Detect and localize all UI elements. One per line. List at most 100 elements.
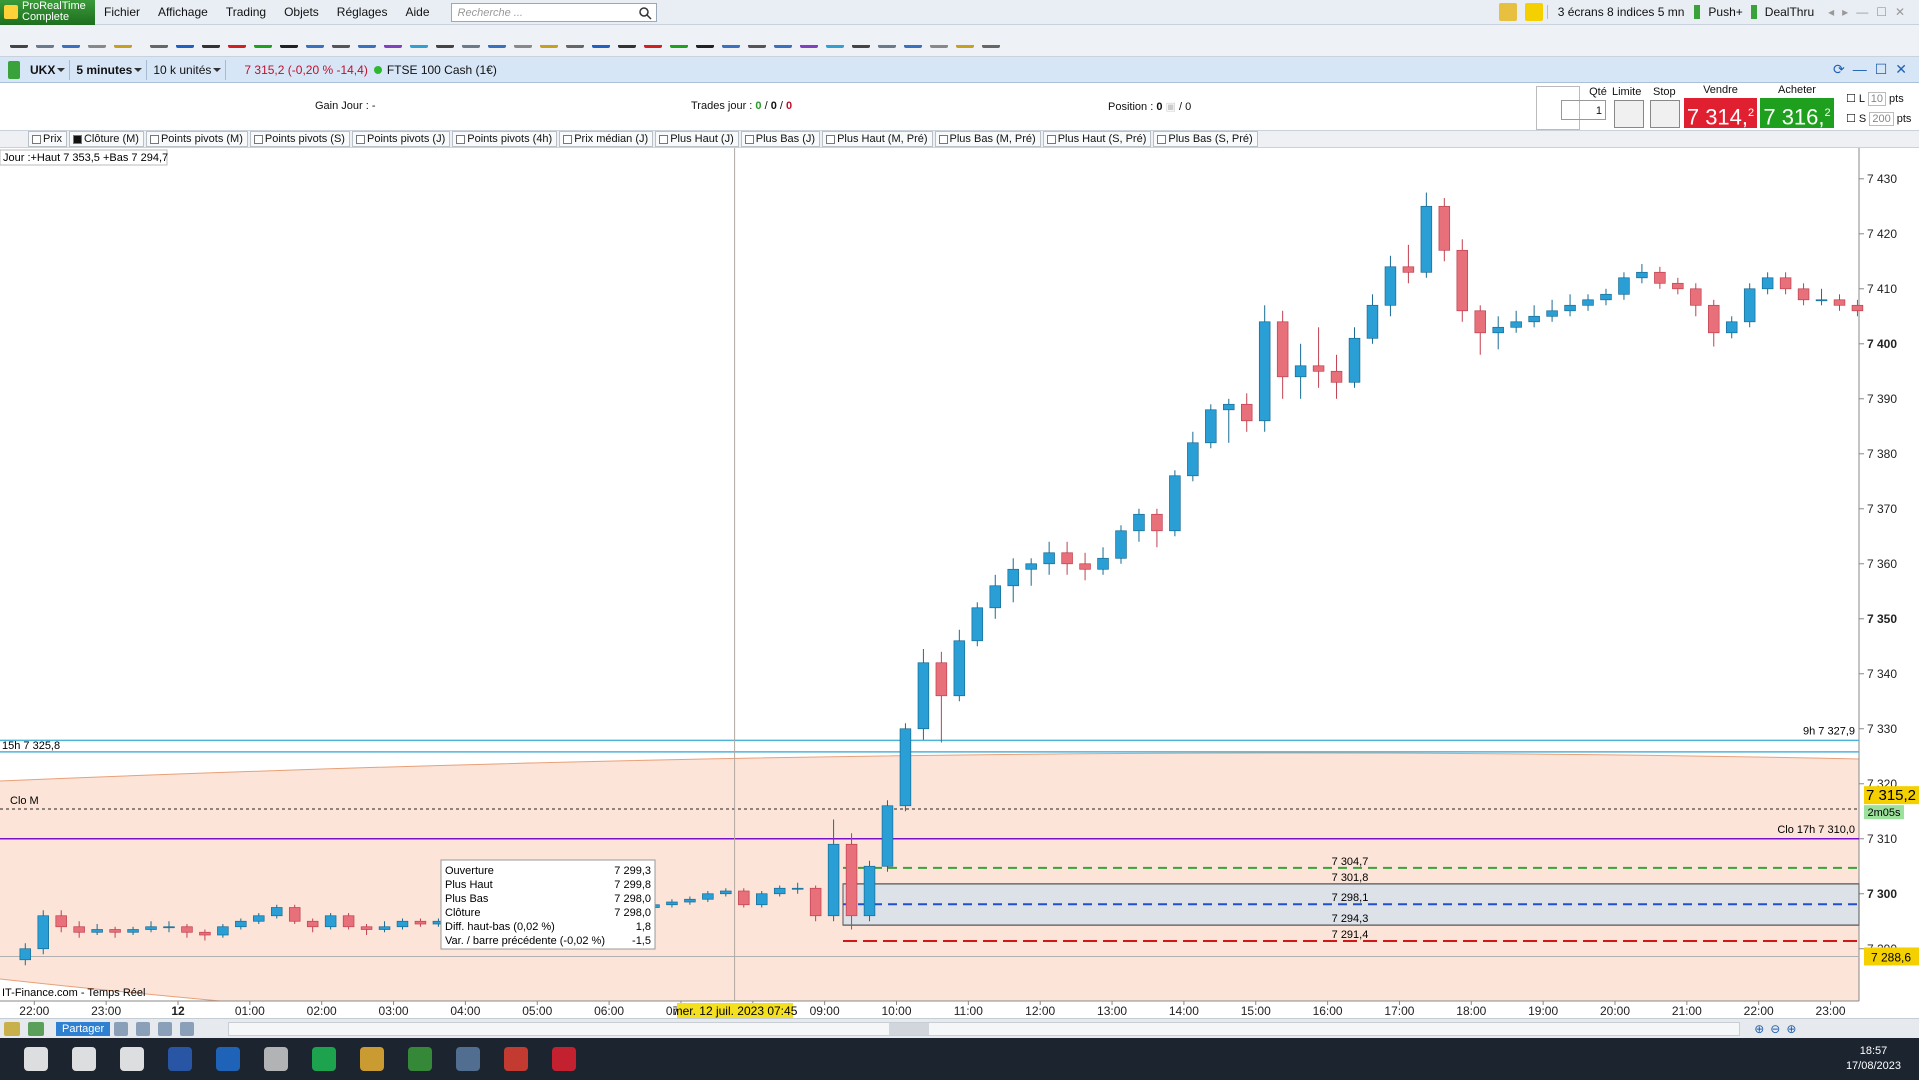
tool-icon[interactable] xyxy=(358,33,376,48)
tool-icon[interactable] xyxy=(280,33,298,48)
taskbar-icon[interactable] xyxy=(456,1047,480,1071)
taskbar-icon[interactable] xyxy=(504,1047,528,1071)
long-input[interactable]: 10 xyxy=(1867,92,1886,106)
tool-icon[interactable] xyxy=(592,33,610,48)
period-select[interactable]: 5 minutes xyxy=(70,59,148,80)
menu-item[interactable]: Objets xyxy=(284,5,319,19)
indicator-tab[interactable]: Plus Bas (M, Pré) xyxy=(934,131,1041,147)
tool-icon[interactable] xyxy=(410,33,428,48)
indicator-tab[interactable]: Points pivots (J) xyxy=(351,131,451,147)
zoom-buttons[interactable]: ⊕⊖⊕ xyxy=(1754,1021,1803,1036)
tool-icon[interactable] xyxy=(176,33,194,48)
menu-item[interactable]: Réglages xyxy=(336,5,388,19)
tool-icon[interactable] xyxy=(748,33,766,48)
taskbar-icon[interactable] xyxy=(312,1047,336,1071)
stop-button[interactable] xyxy=(1650,100,1680,128)
indicator-tab[interactable]: Points pivots (4h) xyxy=(452,131,558,147)
taskbar-icon[interactable] xyxy=(360,1047,384,1071)
buy-button[interactable]: 7 316,2 xyxy=(1760,98,1834,129)
icon[interactable] xyxy=(136,1021,151,1036)
tool-icon[interactable] xyxy=(384,33,402,48)
indicator-tab[interactable]: Plus Haut (S, Pré) xyxy=(1042,131,1152,147)
tool-icon[interactable] xyxy=(774,33,792,48)
dealthru-button[interactable]: DealThru xyxy=(1750,5,1822,19)
ticker-select[interactable]: UKX xyxy=(24,59,71,80)
taskbar-icon[interactable] xyxy=(552,1047,576,1071)
tools-box[interactable] xyxy=(1536,86,1580,130)
indicator-tab[interactable]: Points pivots (M) xyxy=(145,131,248,147)
taskbar-icon[interactable] xyxy=(216,1047,240,1071)
tool-icon[interactable] xyxy=(306,33,324,48)
tool-icon[interactable] xyxy=(878,33,896,48)
icon[interactable] xyxy=(1524,3,1543,21)
indicator-tab[interactable]: Clôture (M) xyxy=(68,131,144,147)
tool-icon[interactable] xyxy=(930,33,948,48)
indicator-tab[interactable]: Plus Haut (M, Pré) xyxy=(822,131,933,147)
push-button[interactable]: Push+ xyxy=(1694,5,1750,19)
tool-icon[interactable] xyxy=(62,33,80,48)
tool-icon[interactable] xyxy=(114,33,132,48)
tool-icon[interactable] xyxy=(852,33,870,48)
tool-icon[interactable] xyxy=(202,33,220,48)
tool-icon[interactable] xyxy=(10,33,28,48)
tool-icon[interactable] xyxy=(826,33,844,48)
tool-icon[interactable] xyxy=(436,33,454,48)
tool-icon[interactable] xyxy=(644,33,662,48)
tool-icon[interactable] xyxy=(150,33,168,48)
icon[interactable] xyxy=(28,1021,44,1036)
window-buttons[interactable]: ⟳—☐✕ xyxy=(1832,61,1915,77)
indicator-tab[interactable]: Plus Bas (S, Pré) xyxy=(1153,131,1258,147)
icon[interactable] xyxy=(114,1021,129,1036)
menu-item[interactable]: Fichier xyxy=(104,5,141,19)
indicator-tab[interactable]: Plus Haut (J) xyxy=(655,131,739,147)
menu-item[interactable]: Trading xyxy=(225,5,267,19)
share-button[interactable]: Partager xyxy=(56,1021,111,1036)
short-input[interactable]: 200 xyxy=(1869,112,1894,126)
menu-item[interactable]: Affichage xyxy=(158,5,208,19)
taskbar-icon[interactable] xyxy=(408,1047,432,1071)
limit-button[interactable] xyxy=(1614,100,1644,128)
icon[interactable] xyxy=(1498,3,1517,21)
qty-input[interactable]: 1 xyxy=(1561,100,1606,120)
indicator-tab[interactable]: Plus Bas (J) xyxy=(740,131,821,147)
icon[interactable] xyxy=(158,1021,173,1036)
taskbar-icon[interactable] xyxy=(120,1047,144,1071)
tool-icon[interactable] xyxy=(514,33,532,48)
scrollbar[interactable] xyxy=(228,1021,1741,1036)
menu-item[interactable]: Aide xyxy=(405,5,430,19)
tool-icon[interactable] xyxy=(332,33,350,48)
candle-body xyxy=(1743,288,1756,323)
tool-icon[interactable] xyxy=(540,33,558,48)
tool-icon[interactable] xyxy=(696,33,714,48)
icon[interactable] xyxy=(4,1021,20,1036)
tool-icon[interactable] xyxy=(488,33,506,48)
tool-icon[interactable] xyxy=(566,33,584,48)
tool-icon[interactable] xyxy=(722,33,740,48)
tool-icon[interactable] xyxy=(228,33,246,48)
scroll-thumb[interactable] xyxy=(889,1022,930,1035)
tool-icon[interactable] xyxy=(36,33,54,48)
search-box[interactable]: Recherche ... xyxy=(450,2,657,22)
tool-icon[interactable] xyxy=(904,33,922,48)
tool-icon[interactable] xyxy=(462,33,480,48)
tool-icon[interactable] xyxy=(618,33,636,48)
indicator-tab[interactable]: Prix xyxy=(28,131,67,147)
layout-name[interactable]: 3 écrans 8 indices 5 mn xyxy=(1546,5,1695,19)
time: 18:57 xyxy=(1859,1045,1888,1057)
indicator-tab[interactable]: Points pivots (S) xyxy=(249,131,350,147)
indicator-tab[interactable]: Prix médian (J) xyxy=(559,131,654,147)
taskbar-icon[interactable] xyxy=(24,1047,48,1071)
tool-icon[interactable] xyxy=(800,33,818,48)
tool-icon[interactable] xyxy=(254,33,272,48)
tool-icon[interactable] xyxy=(956,33,974,48)
tool-icon[interactable] xyxy=(982,33,1000,48)
taskbar-icon[interactable] xyxy=(72,1047,96,1071)
taskbar-icon[interactable] xyxy=(264,1047,288,1071)
sell-button[interactable]: 7 314,2 xyxy=(1684,98,1757,129)
tool-icon[interactable] xyxy=(88,33,106,48)
taskbar-icon[interactable] xyxy=(168,1047,192,1071)
window-buttons[interactable]: ◂▸—☐✕ xyxy=(1828,5,1913,19)
units-select[interactable]: 10 k unités xyxy=(147,59,227,80)
tool-icon[interactable] xyxy=(670,33,688,48)
icon[interactable] xyxy=(180,1021,195,1036)
